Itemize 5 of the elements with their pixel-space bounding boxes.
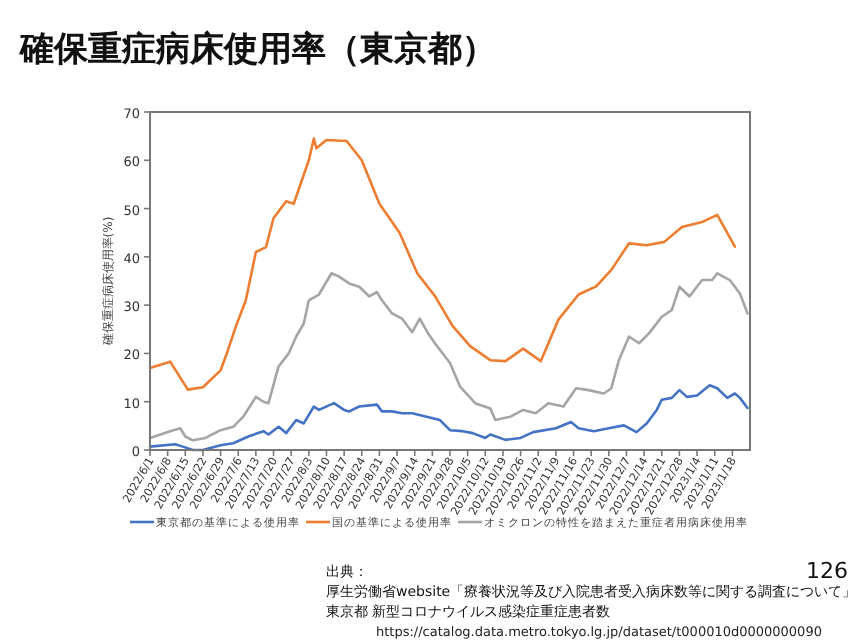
line-series	[148, 384, 749, 452]
line-series	[148, 137, 737, 391]
chart-title: 確保重症病床使用率（東京都）	[18, 30, 496, 70]
text: 126	[806, 558, 848, 584]
line-series	[148, 271, 749, 442]
